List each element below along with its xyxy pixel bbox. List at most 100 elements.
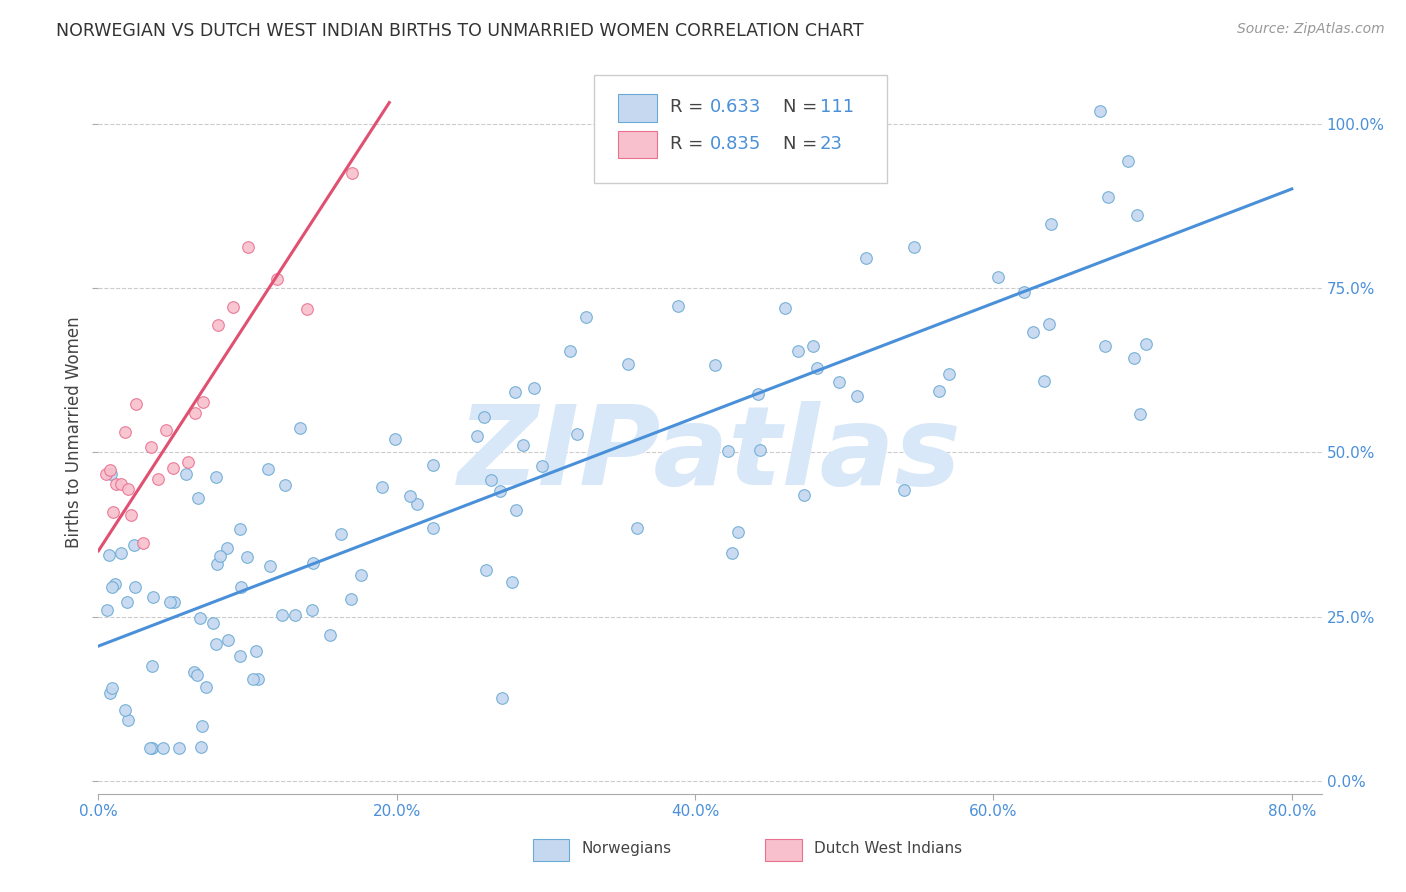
Point — [422, 521, 444, 535]
Point — [288, 420, 311, 434]
Point — [475, 563, 498, 577]
Point — [259, 559, 281, 574]
Point — [1012, 285, 1035, 299]
Point — [191, 719, 214, 733]
Point — [773, 301, 796, 316]
Bar — [619, 95, 658, 122]
Point — [422, 458, 444, 473]
Point — [472, 410, 495, 425]
Point — [503, 385, 526, 400]
Point — [195, 680, 218, 694]
Text: 0.633: 0.633 — [710, 98, 762, 117]
Point — [319, 628, 342, 642]
Point — [1129, 407, 1152, 421]
Point — [301, 602, 323, 616]
Point — [236, 550, 259, 565]
Point — [329, 527, 352, 541]
Point — [114, 703, 136, 717]
Text: ZIPatlas: ZIPatlas — [458, 401, 962, 508]
Point — [717, 444, 740, 458]
Point — [184, 406, 207, 420]
Point — [229, 648, 252, 663]
Point — [110, 546, 132, 560]
Point — [120, 508, 142, 522]
Point — [666, 299, 689, 313]
Point — [806, 360, 828, 375]
Point — [340, 166, 363, 180]
Point — [242, 673, 264, 687]
Point — [103, 576, 125, 591]
Point — [217, 541, 239, 555]
Point — [1038, 317, 1060, 331]
Point — [987, 270, 1010, 285]
Text: N =: N = — [783, 98, 824, 117]
Point — [747, 387, 769, 401]
Point — [302, 557, 325, 571]
Point — [523, 381, 546, 395]
Point — [231, 580, 253, 594]
Point — [491, 690, 513, 705]
Text: R =: R = — [669, 98, 709, 117]
Bar — [765, 839, 801, 861]
Bar — [533, 839, 569, 861]
Point — [1039, 218, 1062, 232]
Point — [183, 665, 205, 679]
Point — [103, 505, 125, 519]
Point — [1022, 325, 1045, 339]
Point — [384, 432, 406, 446]
Point — [727, 524, 749, 539]
Y-axis label: Births to Unmarried Women: Births to Unmarried Women — [65, 317, 83, 549]
Point — [266, 272, 288, 286]
Point — [1094, 339, 1116, 353]
Point — [209, 549, 232, 563]
Point — [801, 338, 824, 352]
Point — [489, 484, 512, 499]
Point — [187, 491, 209, 505]
FancyBboxPatch shape — [593, 75, 887, 184]
Point — [1097, 190, 1119, 204]
Point — [139, 440, 162, 454]
Point — [793, 488, 815, 502]
Point — [903, 240, 925, 254]
Point — [202, 615, 225, 630]
Text: N =: N = — [783, 135, 824, 153]
Point — [159, 594, 181, 608]
Point — [207, 318, 229, 333]
Text: Source: ZipAtlas.com: Source: ZipAtlas.com — [1237, 22, 1385, 37]
Point — [501, 574, 523, 589]
Point — [155, 423, 177, 437]
Point — [1125, 208, 1147, 222]
Point — [1032, 374, 1054, 388]
Point — [574, 310, 596, 325]
Text: 0.835: 0.835 — [710, 135, 762, 153]
Point — [371, 480, 394, 494]
Point — [855, 252, 877, 266]
Point — [142, 590, 165, 604]
Point — [284, 608, 307, 623]
Point — [132, 535, 155, 549]
Point — [617, 357, 640, 371]
Point — [101, 580, 124, 594]
Point — [297, 301, 319, 316]
Point — [221, 300, 243, 314]
Point — [340, 592, 363, 607]
Point — [505, 503, 527, 517]
Point — [558, 343, 581, 358]
Text: 23: 23 — [820, 135, 844, 153]
Point — [720, 546, 742, 560]
Point — [124, 580, 146, 594]
Text: Dutch West Indians: Dutch West Indians — [814, 840, 962, 855]
Point — [1122, 351, 1144, 365]
Point — [114, 425, 136, 440]
Point — [122, 538, 145, 552]
Point — [105, 476, 128, 491]
Point — [530, 459, 553, 474]
Point — [786, 344, 808, 359]
Point — [479, 474, 502, 488]
Point — [115, 595, 138, 609]
Point — [465, 429, 488, 443]
Text: NORWEGIAN VS DUTCH WEST INDIAN BIRTHS TO UNMARRIED WOMEN CORRELATION CHART: NORWEGIAN VS DUTCH WEST INDIAN BIRTHS TO… — [56, 22, 863, 40]
Point — [110, 476, 132, 491]
Point — [96, 603, 118, 617]
Point — [98, 463, 121, 477]
